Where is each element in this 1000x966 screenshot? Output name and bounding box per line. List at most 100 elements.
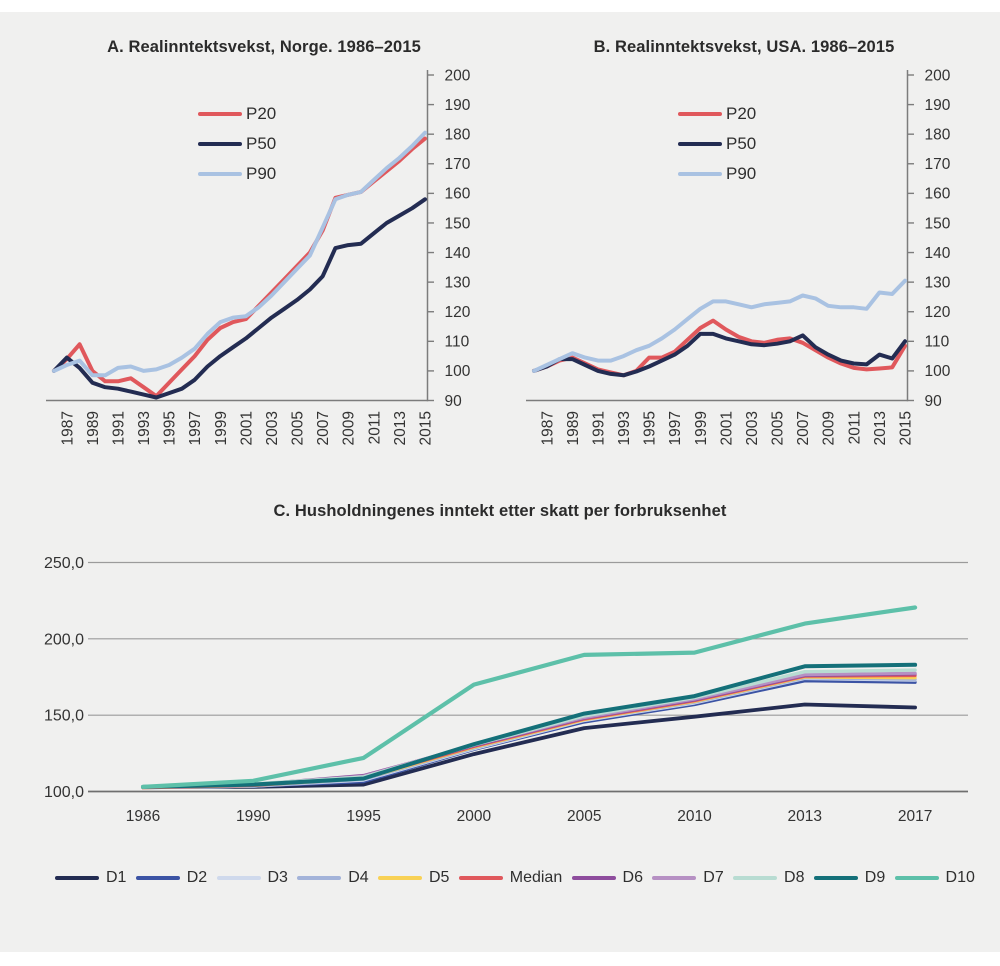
y-tick-label: 190 (925, 97, 951, 114)
chart-usa-title: B. Realinntektsvekst, USA. 1986–2015 (593, 38, 895, 56)
legend-label: P20 (246, 104, 277, 123)
legend-swatch-D4 (297, 875, 342, 881)
x-tick-label: 2007 (315, 411, 332, 445)
y-tick-label: 150 (925, 215, 951, 232)
chart-usa-plot: 200 190 180 170 160 150 140 130 120 110 100 90 1987 1… (526, 67, 951, 445)
legend-swatch-P50 (198, 142, 242, 146)
legend-item-Median: Median (458, 869, 562, 887)
legend-swatch-D1 (55, 875, 99, 881)
chart-household-plot: 250,0 200,0 150,0 100,0 1986 1990 1995 2000 2005… (44, 555, 968, 825)
x-tick-label: 2013 (872, 411, 889, 445)
x-tick-label: 1989 (85, 411, 102, 445)
legend-item-P50: P50 (678, 133, 756, 155)
legend-label: P20 (726, 104, 757, 123)
legend-label: D6 (622, 869, 643, 886)
legend-label: D7 (703, 869, 724, 886)
y-tick-label: 200 (925, 67, 951, 84)
y-tick-label: 130 (925, 274, 951, 291)
x-tick-label: 1993 (616, 411, 633, 445)
x-tick-label: 1995 (346, 808, 380, 825)
legend-label: P50 (726, 134, 757, 153)
y-tick-label: 160 (925, 186, 951, 203)
x-tick-label: 2000 (457, 808, 492, 825)
y-tick-label: 180 (445, 126, 471, 143)
x-tick-label: 1990 (236, 808, 271, 825)
y-tick-label: 150 (445, 215, 471, 232)
x-tick-label: 2005 (770, 411, 787, 445)
legend-swatch-D5 (378, 875, 422, 881)
x-tick-label: 1993 (136, 411, 153, 445)
chart-norway-plot: 200 190 180 170 160 150 140 130 120 110 100 90 1987 1… (46, 67, 471, 445)
x-tick-label: 1987 (59, 411, 76, 445)
legend-item-P20: P20 (678, 103, 756, 125)
series-line-D1 (141, 702, 917, 789)
legend-label: D2 (186, 869, 208, 886)
x-tick-label: 2005 (567, 808, 601, 825)
y-tick-label: 200 (445, 67, 471, 84)
series-line-D10 (140, 605, 918, 789)
x-tick-label: 1991 (590, 411, 607, 445)
legend-swatch-P90 (198, 172, 242, 176)
legend-item-P50: P50 (198, 133, 276, 155)
x-tick-label: 2003 (264, 411, 281, 445)
y-tick-label: 200,0 (44, 631, 84, 648)
legend-swatch-P90 (678, 172, 722, 176)
y-tick-label: 130 (445, 274, 471, 291)
legend-item-P90: P90 (678, 163, 756, 185)
y-tick-label: 100 (445, 363, 471, 380)
legend-label: D1 (106, 869, 127, 886)
x-tick-label: 2003 (744, 411, 761, 445)
y-tick-label: 100,0 (44, 784, 84, 801)
x-tick-label: 2009 (341, 411, 358, 445)
series-line-P20 (52, 136, 427, 399)
legend-item-D9: D9 (813, 869, 886, 887)
legend-item-D8: D8 (733, 869, 804, 887)
x-tick-label: 1995 (162, 411, 179, 445)
y-tick-label: 140 (445, 245, 471, 262)
legend-label: D4 (348, 869, 369, 886)
series-line-P50 (52, 197, 427, 400)
legend-swatch-P20 (198, 112, 242, 116)
legend-swatch-D9 (813, 875, 858, 881)
y-tick-label: 180 (925, 126, 951, 143)
legend-item-D2: D2 (135, 869, 208, 887)
legend-swatch-Median (458, 875, 503, 881)
y-tick-label: 110 (925, 334, 950, 351)
x-tick-label: 1991 (110, 411, 127, 445)
legend-swatch-D8 (733, 875, 778, 881)
legend-label: D9 (864, 869, 886, 886)
legend-item-D5: D5 (378, 869, 449, 887)
legend-item-P90: P90 (198, 163, 276, 185)
x-tick-label: 2015 (418, 411, 435, 445)
y-tick-label: 170 (445, 156, 471, 173)
legend-swatch-P20 (678, 112, 722, 116)
x-tick-label: 1997 (187, 411, 204, 445)
series-line-D9 (141, 662, 918, 789)
y-tick-label: 90 (445, 393, 463, 410)
x-tick-label: 2011 (846, 411, 863, 444)
y-tick-label: 190 (445, 97, 471, 114)
legend-label: D10 (945, 869, 975, 886)
x-tick-label: 2013 (788, 808, 822, 825)
x-tick-label: 2009 (821, 411, 838, 445)
x-tick-label: 1997 (667, 411, 684, 445)
chart-norway-title: A. Realinntektsvekst, Norge. 1986–2015 (107, 38, 421, 56)
x-tick-label: 1987 (539, 411, 556, 445)
legend-item-P20: P20 (198, 103, 276, 125)
legend-swatch-D2 (135, 875, 180, 881)
x-tick-label: 2001 (718, 411, 735, 445)
y-tick-label: 110 (445, 334, 470, 351)
chart-household-title: C. Husholdningenes inntekt etter skatt p… (273, 502, 727, 520)
legend-label: D5 (429, 869, 450, 886)
legend-swatch-D7 (652, 875, 697, 881)
x-tick-label: 2005 (290, 411, 307, 445)
legend-swatch-D3 (216, 875, 261, 881)
legend-swatch-P50 (678, 142, 722, 146)
x-tick-label: 2017 (898, 808, 932, 825)
figure-background (0, 12, 1000, 952)
y-tick-label: 120 (445, 304, 471, 321)
legend-item-D1: D1 (55, 869, 126, 887)
legend-label: P50 (246, 134, 277, 153)
legend-item-D4: D4 (297, 869, 369, 887)
